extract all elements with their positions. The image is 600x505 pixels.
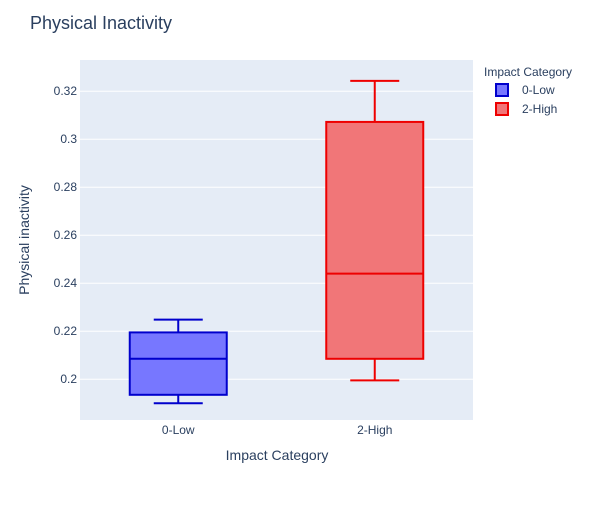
legend-label: 2-High xyxy=(522,102,557,116)
legend-swatch xyxy=(495,83,509,97)
y-tick-label: 0.2 xyxy=(60,372,77,386)
y-tick-label: 0.28 xyxy=(54,180,78,194)
box-series-layer xyxy=(128,79,425,405)
legend-swatch xyxy=(495,102,509,116)
legend: Impact Category 0-Low 2-High xyxy=(484,65,572,116)
x-tick-label: 0-Low xyxy=(162,423,195,437)
x-axis-ticks: 0-Low 2-High xyxy=(162,423,393,437)
y-tick-label: 0.24 xyxy=(54,276,78,290)
y-tick-label: 0.3 xyxy=(60,132,77,146)
box-iqr xyxy=(325,120,425,360)
y-tick-label: 0.32 xyxy=(54,84,78,98)
chart-title: Physical Inactivity xyxy=(30,13,172,33)
x-tick-label: 2-High xyxy=(357,423,392,437)
y-tick-label: 0.22 xyxy=(54,324,78,338)
box-iqr xyxy=(128,331,228,396)
legend-label: 0-Low xyxy=(522,83,555,97)
legend-item-2-High: 2-High xyxy=(495,102,557,116)
y-tick-label: 0.26 xyxy=(54,228,78,242)
legend-item-0-Low: 0-Low xyxy=(495,83,555,97)
y-axis-title: Physical inactivity xyxy=(16,185,32,295)
y-axis-ticks: 0.2 0.22 0.24 0.26 0.28 0.3 0.32 xyxy=(54,84,78,386)
x-axis-title: Impact Category xyxy=(226,447,329,463)
box-series-0-Low xyxy=(128,318,228,405)
box-series-2-High xyxy=(325,79,425,382)
legend-title: Impact Category xyxy=(484,65,572,79)
